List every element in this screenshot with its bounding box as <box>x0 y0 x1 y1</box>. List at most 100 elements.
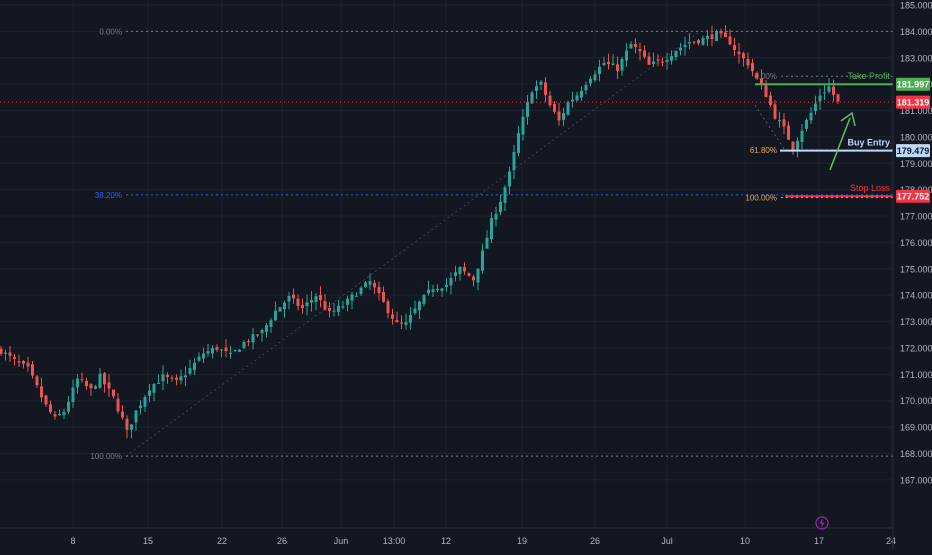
candle-body <box>679 47 682 51</box>
candle <box>629 41 633 49</box>
candle <box>593 70 597 83</box>
candle <box>107 374 111 397</box>
candle <box>737 42 741 64</box>
candle-body <box>35 376 39 386</box>
candle-body <box>382 291 385 302</box>
candle <box>715 29 718 42</box>
candle-body <box>224 347 228 352</box>
candle <box>193 358 196 376</box>
y-tick-label: 184.000 <box>900 27 932 37</box>
candle <box>764 79 768 98</box>
candle-body <box>4 352 7 354</box>
candle <box>364 280 367 288</box>
candle <box>125 415 129 439</box>
candle <box>656 54 660 67</box>
candle <box>598 59 601 82</box>
lightning-icon-ring <box>815 516 829 530</box>
candle <box>211 345 214 359</box>
up-arrow-icon <box>829 117 851 171</box>
candle <box>350 291 354 310</box>
candle <box>544 77 547 102</box>
candle-body <box>211 348 214 354</box>
candle <box>467 272 471 277</box>
candle <box>265 323 268 338</box>
candle-body <box>62 411 66 416</box>
candle <box>539 79 543 90</box>
candle <box>377 281 381 301</box>
candle <box>251 327 255 350</box>
y-tick-label: 183.000 <box>900 53 932 63</box>
candle-body <box>184 375 187 378</box>
candle-body <box>193 362 196 370</box>
candle <box>517 126 520 156</box>
candle-body <box>440 288 444 291</box>
candle <box>283 300 286 318</box>
candle <box>836 94 840 105</box>
candle-body <box>404 322 408 325</box>
y-tick-label: 176.000 <box>900 238 932 248</box>
y-tick-label: 170.000 <box>900 396 932 406</box>
candle <box>112 389 115 399</box>
candle <box>710 25 714 47</box>
candle <box>382 286 385 303</box>
candle-body <box>319 294 322 300</box>
candle <box>17 354 21 367</box>
candle <box>553 101 556 115</box>
candle-body <box>589 78 592 84</box>
candle-body <box>265 325 268 332</box>
candle-body <box>553 103 556 112</box>
candle-body <box>733 44 736 50</box>
candle <box>85 377 88 390</box>
candle-body <box>422 294 426 304</box>
candle <box>683 36 687 56</box>
candle <box>274 301 277 322</box>
candle-body <box>175 377 178 380</box>
candle <box>116 393 120 414</box>
candle-body <box>539 81 543 85</box>
candle <box>8 346 12 362</box>
fib-small-label: 100.00% <box>745 194 777 203</box>
buy-entry-label: Buy Entry <box>847 138 890 148</box>
candle <box>359 286 363 296</box>
candle-body <box>508 171 511 187</box>
candle-body <box>706 35 709 40</box>
candle-body <box>202 353 205 359</box>
candle-body <box>692 41 696 43</box>
candle-body <box>206 351 210 354</box>
candles <box>0 25 840 439</box>
y-tick-label: 175.000 <box>900 264 932 274</box>
candle <box>679 43 682 56</box>
candle-body <box>71 387 75 403</box>
candle <box>22 359 25 369</box>
candle <box>355 292 358 297</box>
candle-body <box>436 288 439 291</box>
candle <box>314 292 318 311</box>
candle-body <box>431 289 435 292</box>
candle <box>512 144 516 179</box>
candle <box>661 57 664 67</box>
candle-body <box>454 272 457 276</box>
candle <box>152 382 156 402</box>
stop-loss-price-badge-bg <box>896 189 930 203</box>
candle-body <box>463 267 466 272</box>
candle-body <box>112 389 115 397</box>
candle <box>121 405 124 420</box>
candle <box>499 194 502 216</box>
candle-body <box>566 102 570 115</box>
candle-body <box>773 104 777 119</box>
x-tick-label: 13:00 <box>383 536 406 546</box>
candle <box>760 69 763 90</box>
candle-body <box>805 119 808 129</box>
candle <box>287 291 291 310</box>
candle-body <box>269 320 273 328</box>
lightning-icon[interactable] <box>815 516 829 530</box>
candle-body <box>31 364 34 376</box>
candle-body <box>575 95 579 101</box>
candle <box>566 100 570 116</box>
candle-body <box>391 314 394 319</box>
candle-body <box>571 99 574 102</box>
candle-body <box>620 58 624 71</box>
candle-body <box>13 357 16 360</box>
